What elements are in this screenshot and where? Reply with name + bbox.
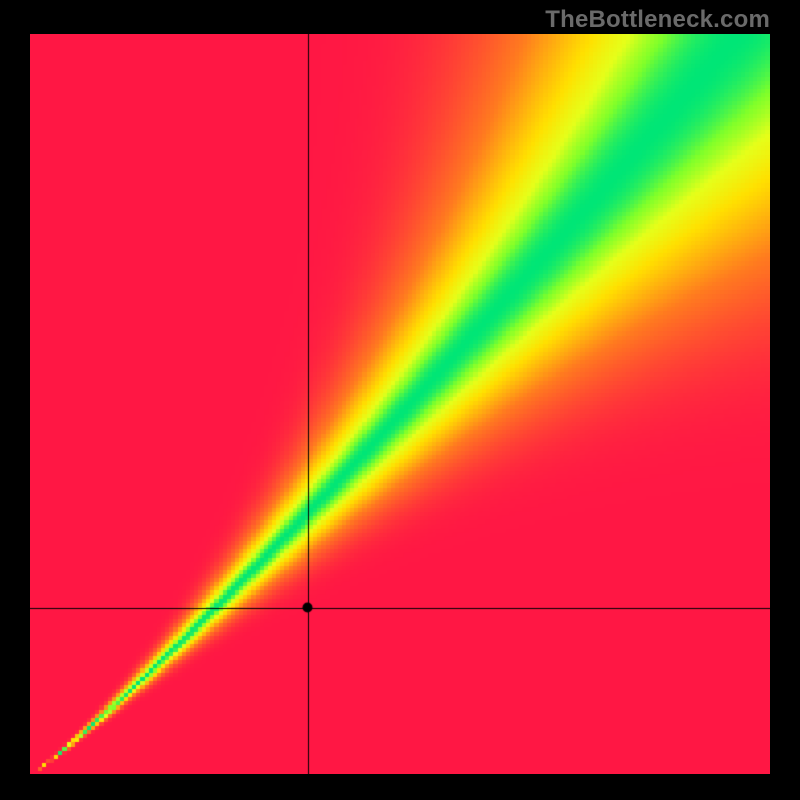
- watermark-text: TheBottleneck.com: [545, 6, 770, 34]
- bottleneck-heatmap: [30, 34, 770, 774]
- chart-container: { "watermark": { "text": "TheBottleneck.…: [0, 0, 800, 800]
